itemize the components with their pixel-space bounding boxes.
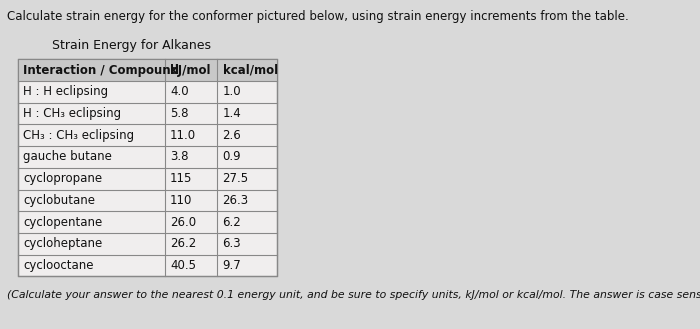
Text: cycloheptane: cycloheptane bbox=[23, 237, 102, 250]
Text: cyclopropane: cyclopropane bbox=[23, 172, 102, 185]
Text: Calculate strain energy for the conformer pictured below, using strain energy in: Calculate strain energy for the conforme… bbox=[7, 10, 629, 23]
Text: 1.4: 1.4 bbox=[223, 107, 241, 120]
Text: 1.0: 1.0 bbox=[223, 85, 241, 98]
Text: CH₃ : CH₃ eclipsing: CH₃ : CH₃ eclipsing bbox=[23, 129, 134, 142]
Text: 9.7: 9.7 bbox=[223, 259, 241, 272]
Text: 110: 110 bbox=[170, 194, 192, 207]
Text: Strain Energy for Alkanes: Strain Energy for Alkanes bbox=[52, 39, 211, 53]
Text: 26.2: 26.2 bbox=[170, 237, 196, 250]
Text: kcal/mol: kcal/mol bbox=[223, 63, 278, 77]
Text: 26.3: 26.3 bbox=[223, 194, 248, 207]
Text: cyclobutane: cyclobutane bbox=[23, 194, 95, 207]
Text: cyclopentane: cyclopentane bbox=[23, 215, 102, 229]
Text: Interaction / Compound: Interaction / Compound bbox=[23, 63, 179, 77]
Text: 5.8: 5.8 bbox=[170, 107, 188, 120]
Text: 27.5: 27.5 bbox=[223, 172, 248, 185]
Text: H : H eclipsing: H : H eclipsing bbox=[23, 85, 108, 98]
Text: 3.8: 3.8 bbox=[170, 150, 188, 164]
Text: 40.5: 40.5 bbox=[170, 259, 196, 272]
Text: 11.0: 11.0 bbox=[170, 129, 196, 142]
Text: H : CH₃ eclipsing: H : CH₃ eclipsing bbox=[23, 107, 121, 120]
Text: kJ/mol: kJ/mol bbox=[170, 63, 211, 77]
Text: 6.3: 6.3 bbox=[223, 237, 241, 250]
Text: 0.9: 0.9 bbox=[223, 150, 241, 164]
Text: cyclooctane: cyclooctane bbox=[23, 259, 94, 272]
Text: 6.2: 6.2 bbox=[223, 215, 241, 229]
Text: 115: 115 bbox=[170, 172, 192, 185]
Text: 26.0: 26.0 bbox=[170, 215, 196, 229]
Text: (Calculate your answer to the nearest 0.1 energy unit, and be sure to specify un: (Calculate your answer to the nearest 0.… bbox=[7, 290, 700, 299]
Text: 4.0: 4.0 bbox=[170, 85, 189, 98]
Text: gauche butane: gauche butane bbox=[23, 150, 112, 164]
Text: 2.6: 2.6 bbox=[223, 129, 241, 142]
